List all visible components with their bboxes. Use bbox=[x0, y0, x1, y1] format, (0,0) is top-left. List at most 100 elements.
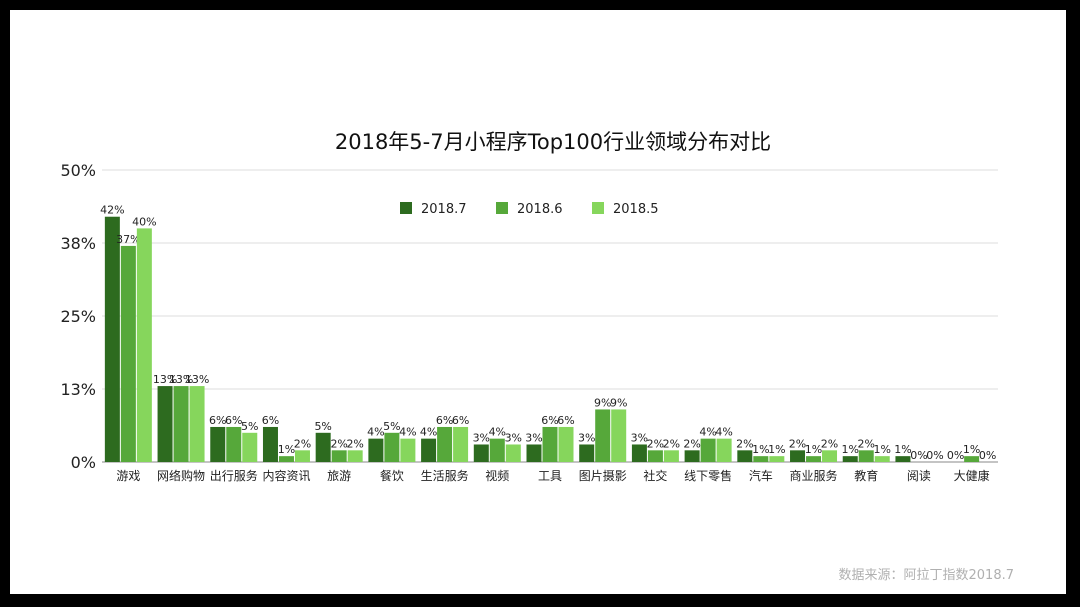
data-label: 37% bbox=[116, 233, 140, 246]
bar bbox=[647, 450, 663, 462]
data-label: 2% bbox=[294, 437, 311, 450]
bar bbox=[226, 426, 242, 462]
bar bbox=[294, 450, 310, 462]
data-label: 4% bbox=[399, 426, 416, 439]
bar bbox=[806, 456, 822, 462]
bar bbox=[315, 432, 331, 462]
data-label: 13% bbox=[153, 373, 177, 386]
data-source-note: 数据来源：阿拉丁指数2018.7 bbox=[838, 568, 1015, 583]
bar bbox=[842, 456, 858, 462]
bar bbox=[347, 450, 363, 462]
bar bbox=[262, 426, 278, 462]
data-label: 1% bbox=[805, 443, 822, 456]
x-tick-label: 教育 bbox=[854, 468, 878, 483]
bar bbox=[473, 444, 489, 462]
bar-chart: 2018年5-7月小程序Top100行业领域分布对比 0% 13% 25% 38% 50%… bbox=[60, 130, 998, 483]
x-tick-label: 生活服务 bbox=[421, 468, 469, 483]
data-label: 4% bbox=[367, 426, 384, 439]
data-label: 0% bbox=[910, 449, 927, 462]
data-label: 13% bbox=[169, 373, 193, 386]
data-label: 4% bbox=[715, 426, 732, 439]
bar bbox=[189, 386, 205, 462]
legend-swatch bbox=[400, 202, 412, 214]
data-label: 9% bbox=[610, 396, 627, 409]
data-label: 5% bbox=[383, 420, 400, 433]
data-label: 1% bbox=[874, 443, 891, 456]
legend-label: 2018.5 bbox=[613, 202, 659, 217]
data-label: 3% bbox=[631, 431, 648, 444]
bar bbox=[526, 444, 542, 462]
x-tick-label: 游戏 bbox=[116, 469, 140, 483]
bar bbox=[210, 426, 226, 462]
bar bbox=[437, 426, 453, 462]
bar bbox=[136, 228, 152, 462]
data-label: 0% bbox=[947, 449, 964, 462]
data-label: 3% bbox=[473, 431, 490, 444]
data-label: 1% bbox=[278, 443, 295, 456]
y-tick-label: 0% bbox=[71, 453, 96, 472]
data-label: 3% bbox=[505, 431, 522, 444]
data-label: 2% bbox=[683, 437, 700, 450]
data-label: 2% bbox=[858, 437, 875, 450]
data-label: 6% bbox=[452, 414, 469, 427]
data-label: 3% bbox=[578, 431, 595, 444]
data-label: 42% bbox=[100, 204, 124, 217]
data-label: 4% bbox=[420, 426, 437, 439]
bar bbox=[716, 438, 732, 462]
data-label: 40% bbox=[132, 215, 156, 228]
data-label: 6% bbox=[557, 414, 574, 427]
data-label: 4% bbox=[489, 426, 506, 439]
bar bbox=[400, 438, 416, 462]
bar bbox=[331, 450, 347, 462]
data-label: 2% bbox=[346, 437, 363, 450]
data-label: 4% bbox=[699, 426, 716, 439]
data-label: 5% bbox=[241, 420, 258, 433]
bar bbox=[769, 456, 785, 462]
y-tick-label: 13% bbox=[60, 380, 96, 399]
bar bbox=[558, 426, 574, 462]
bar bbox=[595, 409, 611, 462]
bar bbox=[489, 438, 505, 462]
data-label: 5% bbox=[314, 420, 331, 433]
data-label: 6% bbox=[209, 414, 226, 427]
data-label: 1% bbox=[842, 443, 859, 456]
bar bbox=[790, 450, 806, 462]
x-tick-label: 旅游 bbox=[327, 469, 351, 483]
x-tick-label: 线下零售 bbox=[684, 468, 732, 483]
bar bbox=[964, 456, 980, 462]
bar bbox=[611, 409, 627, 462]
legend-label: 2018.6 bbox=[517, 202, 563, 217]
x-tick-label: 图片摄影 bbox=[579, 468, 627, 483]
data-label: 6% bbox=[436, 414, 453, 427]
data-label: 6% bbox=[262, 414, 279, 427]
bar bbox=[579, 444, 595, 462]
bar bbox=[895, 456, 911, 462]
x-tick-label: 商业服务 bbox=[790, 468, 838, 483]
data-label: 2% bbox=[647, 437, 664, 450]
data-label: 1% bbox=[894, 443, 911, 456]
x-tick-label: 餐饮 bbox=[380, 468, 404, 483]
data-label: 1% bbox=[752, 443, 769, 456]
data-label: 0% bbox=[979, 449, 996, 462]
bar bbox=[242, 432, 258, 462]
bar bbox=[631, 444, 647, 462]
data-label: 0% bbox=[926, 449, 943, 462]
bar bbox=[157, 386, 173, 462]
data-label: 2% bbox=[330, 437, 347, 450]
y-tick-label: 50% bbox=[60, 161, 96, 180]
bar bbox=[874, 456, 890, 462]
bar bbox=[173, 386, 189, 462]
x-tick-label: 汽车 bbox=[749, 468, 773, 483]
data-label: 6% bbox=[541, 414, 558, 427]
x-tick-label: 工具 bbox=[538, 469, 562, 483]
x-tick-label: 社交 bbox=[643, 468, 667, 483]
bar bbox=[505, 444, 521, 462]
bar bbox=[421, 438, 437, 462]
y-tick-label: 38% bbox=[60, 234, 96, 253]
bar bbox=[858, 450, 874, 462]
bar bbox=[368, 438, 384, 462]
bar bbox=[753, 456, 769, 462]
bar bbox=[278, 456, 294, 462]
legend-swatch bbox=[592, 202, 604, 214]
bar bbox=[384, 432, 400, 462]
